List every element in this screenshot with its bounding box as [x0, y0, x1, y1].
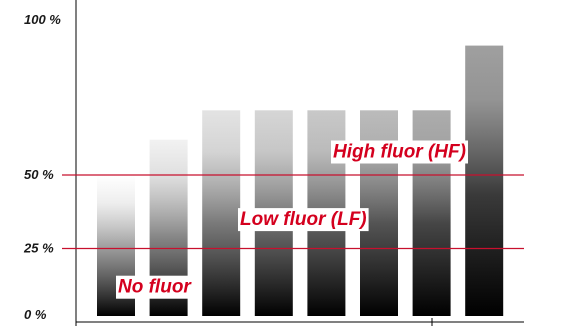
- zone-label-2: Low fluor (LF): [238, 208, 369, 232]
- y-tick-label: 100 %: [24, 12, 61, 27]
- reference-lines: [62, 174, 524, 250]
- zone-label-background: [331, 140, 468, 164]
- y-tick-label: 0 %: [24, 307, 47, 322]
- bar-3: [202, 110, 241, 316]
- y-tick-labels: 0 % 25 % 50 % 100 %: [23, 12, 61, 322]
- zone-label-background: [116, 275, 195, 299]
- zone-label-text: No fluor: [118, 277, 192, 298]
- axes: [75, 0, 524, 326]
- y-tick-label: 50 %: [24, 167, 54, 182]
- zone-label-1: No fluor: [116, 275, 195, 299]
- zone-label-text: High fluor (HF): [333, 141, 466, 162]
- zone-label-3: High fluor (HF): [331, 140, 468, 164]
- bars: [97, 45, 504, 316]
- y-tick-label: 25 %: [23, 241, 54, 256]
- zone-label-text: Low fluor (LF): [240, 209, 367, 230]
- bar-8: [465, 45, 504, 316]
- zone-label-background: [238, 208, 369, 232]
- zone-labels: No fluor Low fluor (LF) High fluor (HF): [116, 140, 468, 299]
